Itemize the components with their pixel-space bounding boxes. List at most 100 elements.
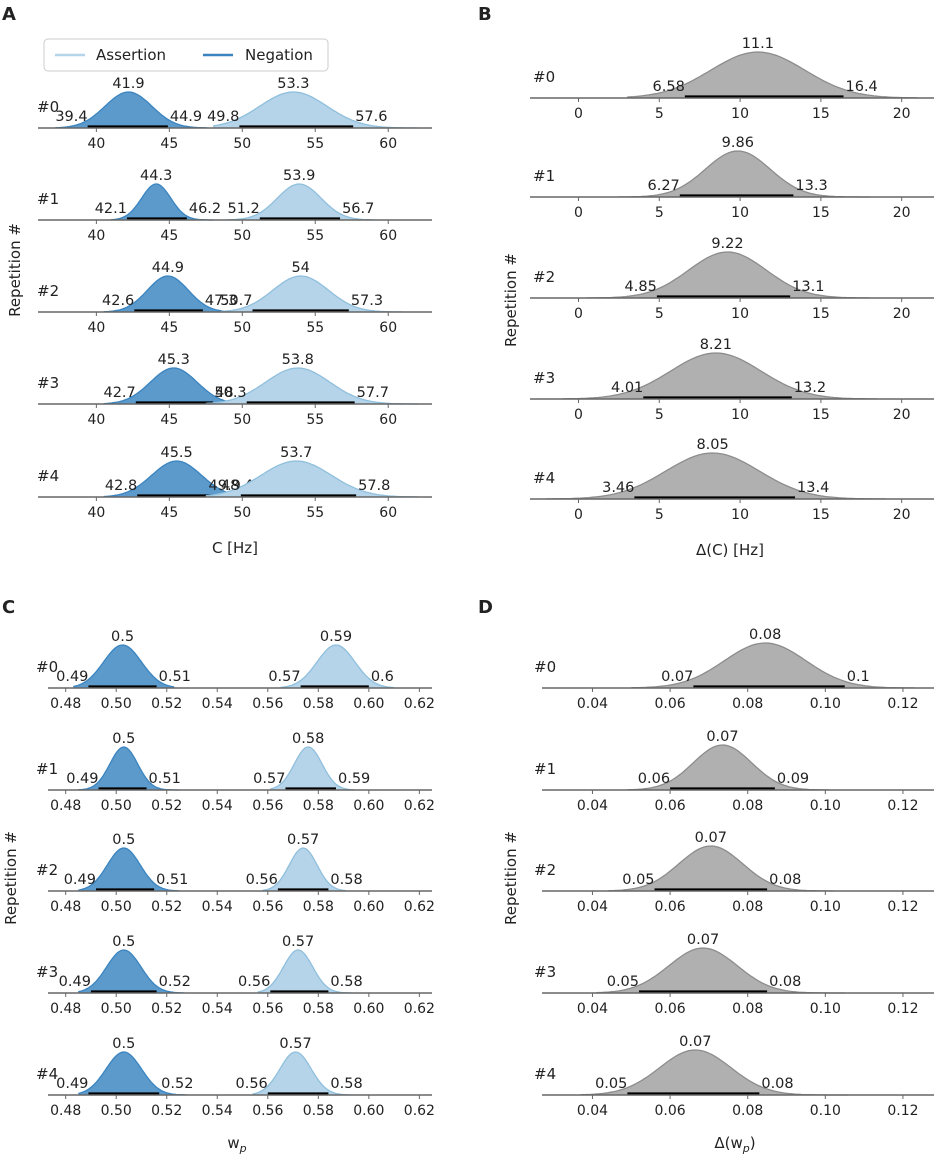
tick-label-d-0-2: 0.08 (732, 696, 763, 712)
row-label-c-0: #0 (36, 658, 58, 676)
hdi-high-label-a-1-assertion: 56.7 (342, 201, 374, 217)
tick-label-d-0-0: 0.04 (577, 696, 608, 712)
tick-label-c-3-0: 0.48 (50, 1001, 81, 1017)
legend: Assertion Negation (43, 38, 329, 72)
tick-label-c-1-3: 0.54 (202, 798, 233, 814)
hdi-high-label-d-3-difference: 0.08 (769, 974, 801, 990)
mode-label-b-0-difference: 11.1 (742, 36, 774, 52)
hdi-low-label-d-3-difference: 0.05 (607, 974, 639, 990)
tick-label-c-4-0: 0.48 (50, 1103, 81, 1119)
tick-label-a-3-4: 60 (379, 412, 397, 428)
mode-label-b-2-difference: 9.22 (711, 236, 743, 252)
hdi-high-label-b-2-difference: 13.1 (792, 279, 824, 295)
density-c-1-assertion (270, 747, 354, 790)
hdi-high-label-d-2-difference: 0.08 (769, 872, 801, 888)
mode-label-d-3-difference: 0.07 (687, 932, 719, 948)
density-outline-c-4-assertion (252, 1051, 352, 1096)
mode-label-c-3-assertion: 0.57 (282, 934, 314, 950)
tick-label-a-1-1: 45 (160, 228, 178, 244)
hdi-low-label-d-2-difference: 0.05 (622, 872, 654, 888)
mode-label-a-3-negation: 45.3 (158, 352, 190, 368)
tick-label-c-3-2: 0.52 (151, 1001, 182, 1017)
tick-label-c-3-4: 0.56 (252, 1001, 283, 1017)
tick-label-a-0-1: 45 (160, 136, 178, 152)
tick-label-c-2-5: 0.58 (303, 899, 334, 915)
row-label-b-4: #4 (533, 469, 555, 487)
hdi-high-label-d-1-difference: 0.09 (777, 771, 809, 787)
tick-label-b-2-0: 0 (574, 306, 583, 322)
hdi-low-label-a-4-assertion: 49.9 (209, 478, 241, 494)
hdi-high-label-d-4-difference: 0.08 (761, 1076, 793, 1092)
density-a-4-assertion (205, 461, 418, 497)
mode-label-b-4-difference: 8.05 (696, 437, 728, 453)
tick-label-b-3-1: 5 (655, 407, 664, 423)
tick-label-d-0-3: 0.10 (810, 696, 841, 712)
tick-label-d-1-3: 0.10 (810, 798, 841, 814)
hdi-low-label-a-0-assertion: 49.8 (207, 109, 239, 125)
density-a-1-assertion (227, 184, 374, 220)
tick-label-b-0-0: 0 (574, 106, 583, 122)
density-d-2-difference (608, 846, 834, 891)
density-c-2-assertion (262, 848, 347, 891)
hdi-low-label-a-2-assertion: 50.7 (220, 293, 252, 309)
hdi-high-label-c-3-assertion: 0.58 (330, 974, 362, 990)
density-outline-a-0-assertion (213, 91, 418, 129)
tick-label-d-2-3: 0.10 (810, 899, 841, 915)
tick-label-c-1-0: 0.48 (50, 798, 81, 814)
hdi-low-label-c-3-assertion: 0.56 (238, 974, 270, 990)
row-label-c-1: #1 (36, 760, 58, 778)
tick-label-b-1-1: 5 (655, 205, 664, 221)
tick-label-d-2-2: 0.08 (732, 899, 763, 915)
row-label-c-2: #2 (36, 861, 58, 879)
mode-label-c-3-negation: 0.5 (112, 934, 135, 950)
tick-label-c-1-6: 0.60 (353, 798, 384, 814)
hdi-high-label-a-1-negation: 46.2 (189, 201, 221, 217)
hdi-low-label-c-0-assertion: 0.57 (268, 669, 300, 685)
tick-label-a-4-4: 60 (379, 505, 397, 521)
tick-label-a-1-2: 50 (233, 228, 251, 244)
tick-label-d-2-0: 0.04 (577, 899, 608, 915)
hdi-high-label-c-2-assertion: 0.58 (330, 872, 362, 888)
x-axis-title-a: C [Hz] (212, 539, 258, 557)
tick-label-c-4-2: 0.52 (151, 1103, 182, 1119)
density-outline-b-2-difference (586, 251, 870, 299)
density-a-4-negation (103, 461, 257, 497)
tick-label-c-3-3: 0.54 (202, 1001, 233, 1017)
tick-label-d-0-1: 0.06 (654, 696, 685, 712)
legend-label-assertion: Assertion (96, 46, 166, 64)
tick-label-a-0-2: 50 (233, 136, 251, 152)
tick-label-d-1-1: 0.06 (654, 798, 685, 814)
density-outline-c-2-negation (78, 847, 180, 892)
tick-label-d-1-4: 0.12 (887, 798, 918, 814)
tick-label-a-3-1: 45 (160, 412, 178, 428)
density-d-3-difference (596, 948, 845, 993)
density-outline-c-3-assertion (257, 949, 352, 994)
density-c-1-negation (78, 747, 180, 790)
panel-letter-a: A (2, 4, 16, 25)
hdi-high-label-c-0-assertion: 0.6 (371, 669, 394, 685)
hdi-high-label-a-0-negation: 44.9 (170, 109, 202, 125)
tick-label-a-2-2: 50 (233, 320, 251, 336)
hdi-high-label-a-0-assertion: 57.6 (355, 109, 387, 125)
tick-label-c-4-1: 0.50 (101, 1103, 132, 1119)
tick-label-d-4-3: 0.10 (810, 1103, 841, 1119)
hdi-high-label-c-2-negation: 0.51 (156, 872, 188, 888)
hdi-high-label-c-4-negation: 0.52 (161, 1076, 193, 1092)
hdi-high-label-c-0-negation: 0.51 (159, 669, 191, 685)
density-outline-a-1-assertion (227, 183, 374, 221)
panel-letter-b: B (478, 4, 492, 25)
tick-label-b-3-3: 15 (812, 407, 830, 423)
tick-label-a-3-0: 40 (87, 412, 105, 428)
hdi-high-label-c-4-assertion: 0.58 (330, 1076, 362, 1092)
density-b-2-difference (586, 252, 870, 298)
mode-label-a-3-assertion: 53.8 (282, 352, 314, 368)
density-c-4-negation (78, 1052, 187, 1095)
tick-label-c-1-2: 0.52 (151, 798, 182, 814)
density-b-0-difference (627, 52, 918, 98)
row-label-a-0: #0 (37, 98, 59, 116)
density-outline-c-3-negation (78, 949, 185, 994)
density-outline-c-0-assertion (280, 644, 395, 689)
mode-label-c-2-negation: 0.5 (112, 832, 135, 848)
hdi-low-label-a-0-negation: 39.4 (55, 109, 87, 125)
tick-label-d-4-4: 0.12 (887, 1103, 918, 1119)
